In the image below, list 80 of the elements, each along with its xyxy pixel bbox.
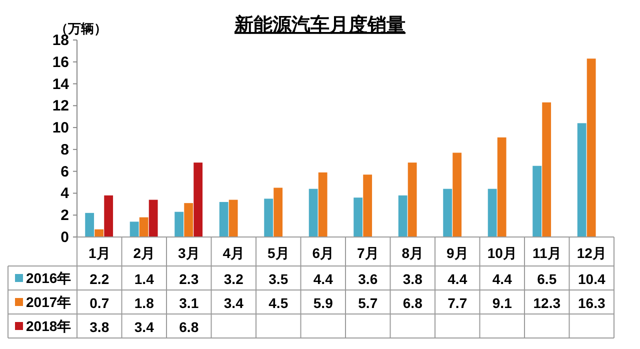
data-label: 16.3 xyxy=(578,295,606,311)
y-tick-label: 6 xyxy=(60,163,69,180)
data-label: 4.5 xyxy=(268,295,288,311)
bar xyxy=(363,174,372,237)
data-label: 3.8 xyxy=(402,271,423,287)
bar xyxy=(219,202,228,237)
bar xyxy=(542,102,552,237)
y-tick-label: 10 xyxy=(52,120,69,137)
bar xyxy=(586,58,596,237)
bar xyxy=(274,188,283,237)
data-label: 1.4 xyxy=(134,271,154,287)
bar xyxy=(130,222,139,237)
bar xyxy=(497,137,506,237)
bar xyxy=(184,203,194,237)
y-tick-label: 4 xyxy=(60,185,70,202)
bar xyxy=(94,229,104,237)
data-label: 4.4 xyxy=(313,271,334,287)
x-tick-label: 2月 xyxy=(133,245,156,261)
y-tick-label: 2 xyxy=(60,207,69,224)
data-label: 4.4 xyxy=(448,271,468,287)
data-label: 3.6 xyxy=(358,271,378,287)
bar xyxy=(354,198,363,237)
x-tick-label: 5月 xyxy=(267,245,290,261)
bar xyxy=(532,166,542,237)
bar xyxy=(398,195,408,237)
data-label: 2.2 xyxy=(90,271,110,287)
bar xyxy=(488,188,497,237)
bar xyxy=(104,195,114,237)
data-label: 3.1 xyxy=(179,295,199,311)
bar xyxy=(443,188,452,237)
data-label: 3.4 xyxy=(134,319,154,335)
data-label: 12.3 xyxy=(533,295,561,311)
data-label: 2.3 xyxy=(179,271,199,287)
chart-title: 新能源汽车月度销量 xyxy=(234,14,406,36)
data-label: 3.5 xyxy=(268,271,288,287)
data-label: 3.2 xyxy=(224,271,244,287)
data-label: 6.8 xyxy=(402,295,423,311)
x-tick-label: 6月 xyxy=(312,245,334,261)
data-label: 6.5 xyxy=(537,271,557,287)
bar xyxy=(308,188,318,237)
bar xyxy=(148,200,158,237)
data-label: 0.7 xyxy=(90,295,110,311)
x-tick-label: 1月 xyxy=(88,245,110,261)
x-tick-label: 11月 xyxy=(532,245,562,261)
y-tick-label: 16 xyxy=(52,54,69,71)
legend-label: 2017年 xyxy=(26,294,72,310)
x-tick-label: 4月 xyxy=(222,245,245,261)
bar xyxy=(408,162,417,237)
data-label: 1.8 xyxy=(134,295,154,311)
data-label: 3.8 xyxy=(90,319,110,335)
data-label: 6.8 xyxy=(179,319,199,335)
bar xyxy=(85,212,94,237)
bar xyxy=(318,172,328,237)
data-label: 3.4 xyxy=(224,295,244,311)
legend-label: 2016年 xyxy=(26,270,72,286)
y-tick-label: 8 xyxy=(60,141,69,158)
data-label: 7.7 xyxy=(448,295,468,311)
data-label: 5.7 xyxy=(358,295,378,311)
bar xyxy=(228,200,238,237)
x-tick-label: 9月 xyxy=(446,245,468,261)
bar xyxy=(194,162,203,237)
x-tick-label: 8月 xyxy=(402,245,424,261)
y-tick-label: 12 xyxy=(52,98,69,115)
x-tick-label: 7月 xyxy=(356,245,379,261)
data-label: 4.4 xyxy=(492,271,512,287)
x-tick-label: 10月 xyxy=(487,245,517,261)
legend-label: 2018年 xyxy=(26,318,72,334)
bar xyxy=(174,212,184,237)
bar xyxy=(577,123,586,237)
y-axis-title: （万辆） xyxy=(55,21,107,36)
x-tick-label: 3月 xyxy=(178,245,200,261)
data-label: 10.4 xyxy=(578,271,606,287)
y-tick-label: 14 xyxy=(52,76,70,93)
y-tick-label: 0 xyxy=(60,229,69,246)
bar xyxy=(264,198,274,237)
bar xyxy=(139,217,148,237)
data-label: 5.9 xyxy=(313,295,334,311)
x-tick-label: 12月 xyxy=(576,245,606,261)
bar xyxy=(452,152,462,237)
data-label: 9.1 xyxy=(492,295,512,311)
